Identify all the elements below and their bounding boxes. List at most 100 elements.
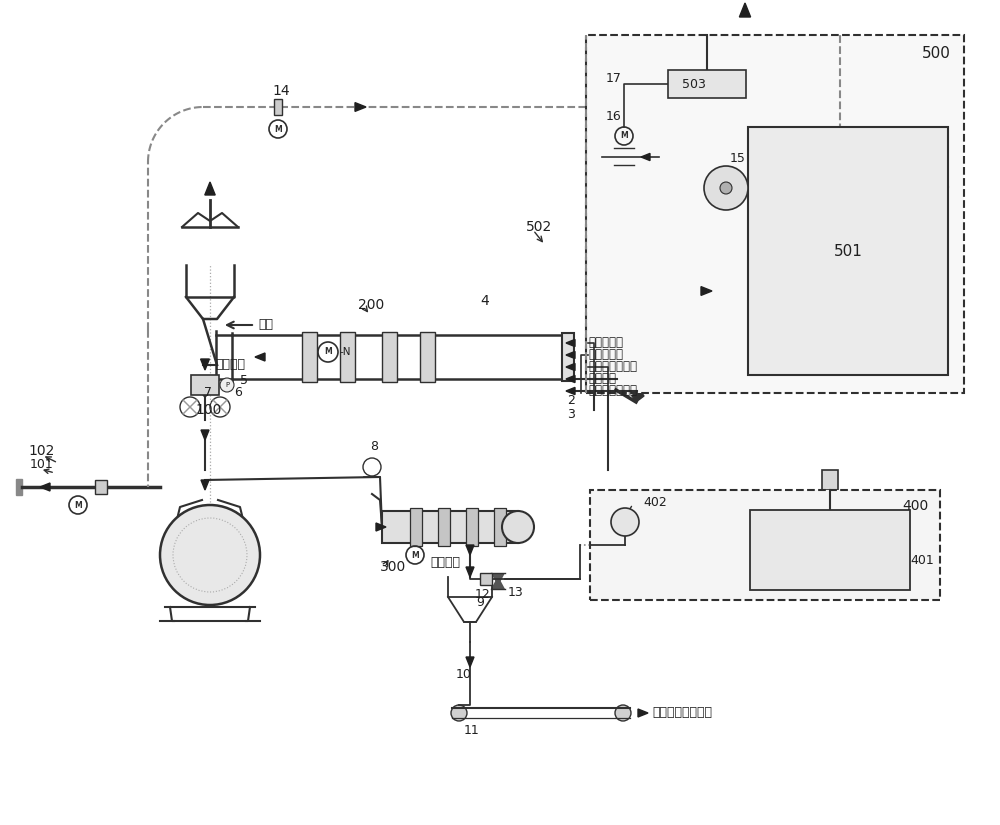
Polygon shape <box>566 388 575 394</box>
Polygon shape <box>255 353 265 361</box>
Polygon shape <box>632 388 644 402</box>
Text: 6: 6 <box>234 386 242 399</box>
Text: 10: 10 <box>456 668 472 681</box>
Text: 4: 4 <box>480 294 489 308</box>
Text: P: P <box>225 382 229 388</box>
Polygon shape <box>638 709 648 717</box>
Bar <box>590 490 940 600</box>
Bar <box>748 127 948 375</box>
Polygon shape <box>766 170 782 206</box>
Text: 8: 8 <box>370 441 378 454</box>
Bar <box>822 470 838 490</box>
Polygon shape <box>614 148 634 161</box>
Polygon shape <box>466 545 474 555</box>
Circle shape <box>659 302 677 320</box>
Text: 辅助燃料: 辅助燃料 <box>588 373 616 385</box>
Circle shape <box>720 182 732 194</box>
Polygon shape <box>201 480 209 490</box>
Polygon shape <box>614 152 634 165</box>
Text: 2: 2 <box>567 394 575 407</box>
Text: 14: 14 <box>272 84 290 98</box>
Text: 11: 11 <box>464 724 480 738</box>
Bar <box>438 508 450 546</box>
Text: 17: 17 <box>606 72 622 84</box>
Text: 101: 101 <box>30 459 54 472</box>
Circle shape <box>607 302 625 320</box>
Polygon shape <box>466 657 474 667</box>
Text: 400: 400 <box>902 499 928 513</box>
Text: 高温炉渣: 高温炉渣 <box>215 359 245 371</box>
Circle shape <box>220 378 234 392</box>
Polygon shape <box>355 102 366 111</box>
Polygon shape <box>566 339 575 346</box>
Circle shape <box>704 166 748 210</box>
Circle shape <box>160 505 260 605</box>
Text: 500: 500 <box>922 45 951 60</box>
Bar <box>302 332 317 382</box>
Text: 503: 503 <box>682 78 706 91</box>
Bar <box>420 332 435 382</box>
Text: 半固态废物: 半固态废物 <box>588 348 623 361</box>
Polygon shape <box>625 517 635 522</box>
Polygon shape <box>701 286 712 295</box>
Circle shape <box>615 705 631 721</box>
Text: 102: 102 <box>28 444 54 458</box>
Text: 烟气: 烟气 <box>258 318 273 332</box>
Text: -N: -N <box>340 347 352 357</box>
Text: 9: 9 <box>476 596 484 609</box>
Circle shape <box>611 508 639 536</box>
Bar <box>382 332 397 382</box>
Text: 7: 7 <box>204 386 212 399</box>
Text: 3: 3 <box>567 408 575 421</box>
Polygon shape <box>566 351 575 359</box>
Polygon shape <box>566 363 575 370</box>
Polygon shape <box>40 483 50 491</box>
Text: 402: 402 <box>643 496 667 508</box>
Text: 15: 15 <box>730 152 746 164</box>
Text: 401: 401 <box>910 554 934 567</box>
Text: M: M <box>74 501 82 510</box>
Bar <box>668 70 746 98</box>
Text: M: M <box>620 131 628 140</box>
Polygon shape <box>566 375 575 383</box>
Polygon shape <box>616 513 625 522</box>
Bar <box>606 283 632 305</box>
Bar <box>382 511 518 543</box>
Circle shape <box>502 511 534 543</box>
Polygon shape <box>617 374 632 384</box>
Polygon shape <box>620 522 625 532</box>
Bar <box>410 508 422 546</box>
Polygon shape <box>637 387 654 395</box>
Text: 固态废弃物: 固态废弃物 <box>588 337 623 350</box>
Bar <box>191 375 219 395</box>
Polygon shape <box>201 359 209 370</box>
Text: 送至原料配料系统: 送至原料配料系统 <box>652 706 712 719</box>
Text: M: M <box>411 550 419 559</box>
Bar <box>494 508 506 546</box>
Polygon shape <box>201 430 209 440</box>
Text: 5: 5 <box>240 374 248 386</box>
Text: 13: 13 <box>508 587 524 600</box>
Polygon shape <box>205 182 215 195</box>
Circle shape <box>451 705 467 721</box>
Polygon shape <box>491 573 505 586</box>
Polygon shape <box>16 479 22 495</box>
Text: M: M <box>274 125 282 134</box>
Bar <box>628 277 683 305</box>
Bar <box>95 480 107 494</box>
Text: 501: 501 <box>834 243 862 258</box>
Text: 高热值液态废物: 高热值液态废物 <box>588 384 637 398</box>
Text: 100: 100 <box>195 403 221 417</box>
Polygon shape <box>466 567 474 577</box>
Polygon shape <box>376 523 386 531</box>
Text: 200: 200 <box>358 298 384 312</box>
Polygon shape <box>641 153 650 161</box>
Text: 12: 12 <box>475 588 491 601</box>
Bar <box>480 573 492 585</box>
Bar <box>562 333 574 381</box>
Text: 502: 502 <box>526 220 552 234</box>
Text: 16: 16 <box>606 110 622 122</box>
Text: 300: 300 <box>380 560 406 574</box>
Text: M: M <box>324 347 332 356</box>
Text: 低热值液态废物: 低热值液态废物 <box>588 361 637 374</box>
